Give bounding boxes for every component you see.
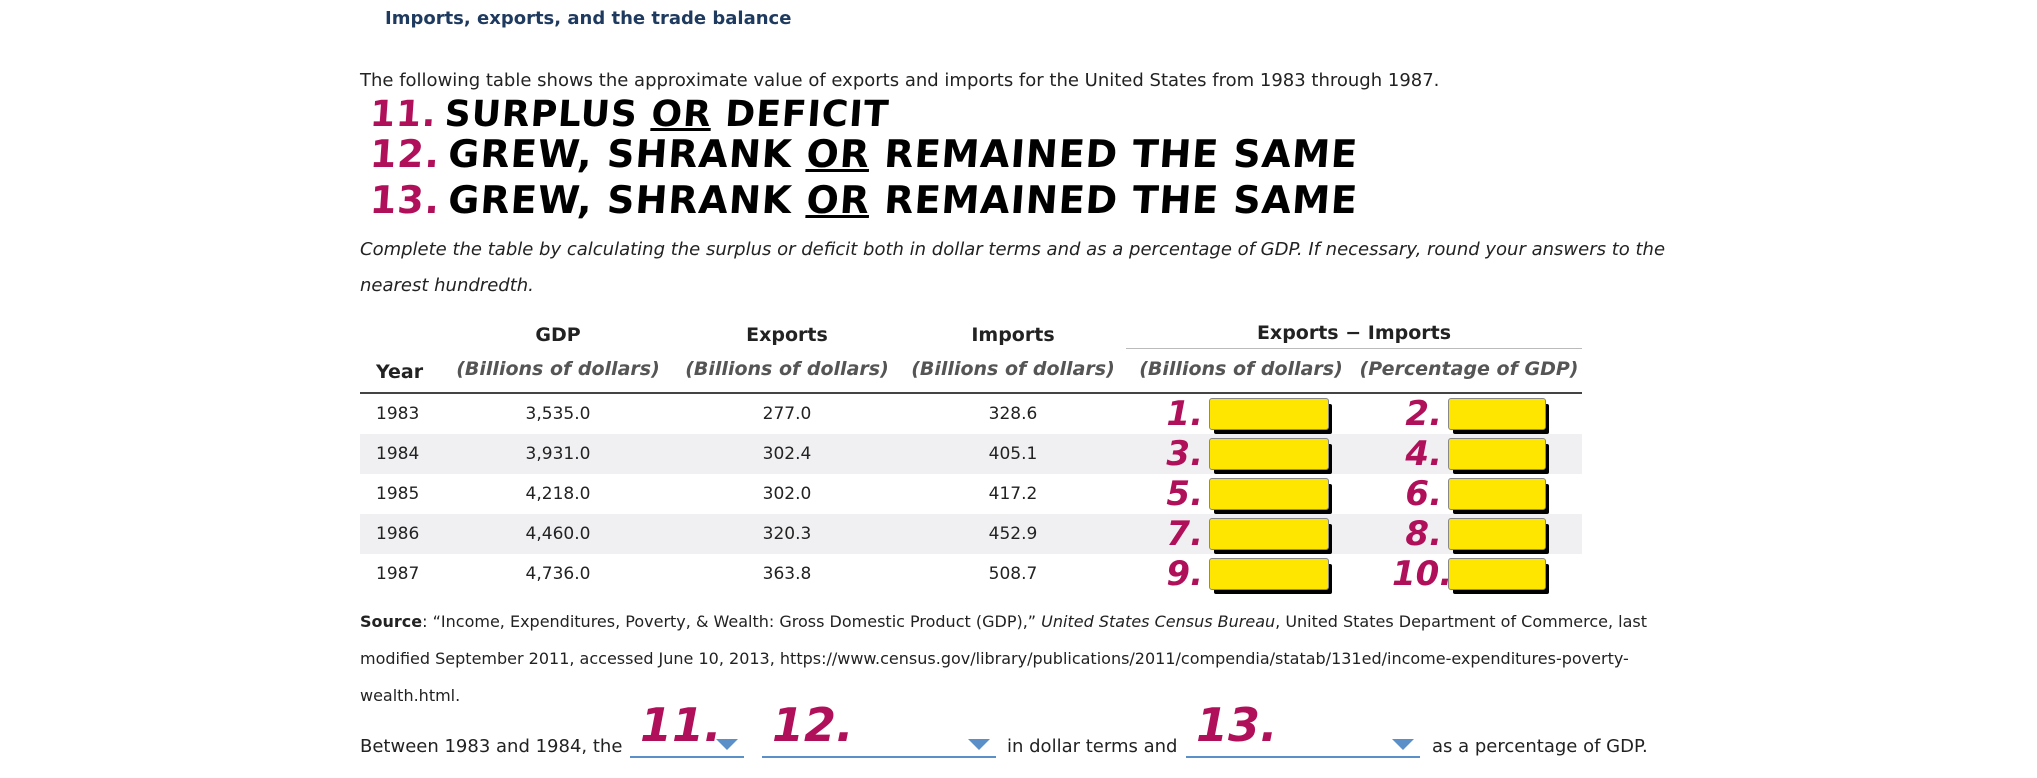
source-citation: Source: “Income, Expenditures, Poverty, … (360, 612, 1648, 705)
cell-year: 1984 (360, 434, 442, 474)
col-header-balance: Exports − Imports (1126, 322, 1582, 349)
table-row: 1987 4,736.0 363.8 508.7 9. 10. (360, 554, 1582, 594)
cell-exports: 302.0 (762, 484, 812, 504)
cell-imports: 508.7 (988, 564, 1038, 584)
cell-imports: 328.6 (988, 404, 1038, 424)
cell-year: 1985 (376, 484, 420, 504)
cell-year: 1983 (376, 404, 420, 424)
col-header-exports: Exports (746, 324, 828, 346)
cell-gdp: 3,535.0 (525, 404, 591, 424)
cell-year: 1986 (360, 514, 442, 554)
answer-input-percent[interactable] (1448, 478, 1546, 510)
cell-gdp: 4,460.0 (442, 514, 674, 554)
question-text-1: Between 1983 and 1984, the (360, 736, 623, 757)
col-header-year: Year (376, 361, 424, 383)
answer-input-billions[interactable] (1209, 438, 1329, 470)
table-row: 1983 3,535.0 277.0 328.6 1. 2. (360, 393, 1582, 434)
answer-input-percent[interactable] (1448, 518, 1546, 550)
col-header-gdp: GDP (535, 324, 581, 346)
dropdown-13[interactable]: 13. (1186, 698, 1420, 758)
answer-input-billions[interactable] (1209, 398, 1329, 430)
cell-gdp: 3,931.0 (442, 434, 674, 474)
answer-marker: 6. (1405, 474, 1442, 514)
cell-gdp: 4,736.0 (525, 564, 591, 584)
col-header-imports: Imports (971, 324, 1055, 346)
question-text-2: in dollar terms and (1007, 736, 1178, 757)
chevron-down-icon (1392, 739, 1414, 750)
unit-label: (Billions of dollars) (685, 358, 889, 380)
cell-imports: 452.9 (900, 514, 1126, 554)
instructions: Complete the table by calculating the su… (360, 239, 1666, 296)
cell-imports: 417.2 (988, 484, 1038, 504)
handwritten-note-11: 11. SURPLUS OR DEFICIT (368, 94, 891, 135)
cell-gdp: 4,218.0 (525, 484, 591, 504)
table-row: 1986 4,460.0 320.3 452.9 7. 8. (360, 514, 1582, 554)
dropdown-12[interactable]: 12. (762, 698, 996, 758)
handwritten-note-13: 13. GREW, SHRANK OR REMAINED THE SAME (368, 178, 1360, 222)
page-title: Imports, exports, and the trade balance (385, 8, 792, 29)
table-row: 1985 4,218.0 302.0 417.2 5. 6. (360, 474, 1582, 514)
chevron-down-icon (716, 739, 738, 750)
answer-marker: 1. (1166, 394, 1203, 434)
answer-marker: 9. (1166, 554, 1203, 594)
answer-marker: 3. (1166, 434, 1203, 474)
answer-input-billions[interactable] (1209, 558, 1329, 590)
answer-input-billions[interactable] (1209, 518, 1329, 550)
answer-marker: 10. (1392, 554, 1453, 594)
chevron-down-icon (968, 739, 990, 750)
answer-input-percent[interactable] (1448, 558, 1546, 590)
cell-year: 1987 (376, 564, 420, 584)
unit-label-percent: (Percentage of GDP) (1359, 358, 1579, 380)
cell-imports: 405.1 (900, 434, 1126, 474)
unit-label: (Billions of dollars) (911, 358, 1115, 380)
answer-input-percent[interactable] (1448, 398, 1546, 430)
answer-input-percent[interactable] (1448, 438, 1546, 470)
answer-marker: 8. (1405, 514, 1442, 554)
question-text-3: as a percentage of GDP. (1432, 736, 1648, 757)
cell-exports: 363.8 (762, 564, 812, 584)
answer-marker: 5. (1166, 474, 1203, 514)
unit-label: (Billions of dollars) (456, 358, 660, 380)
unit-label: (Billions of dollars) (1139, 358, 1343, 380)
cell-exports: 302.4 (674, 434, 900, 474)
answer-input-billions[interactable] (1209, 478, 1329, 510)
answer-marker: 7. (1166, 514, 1203, 554)
answer-marker: 4. (1405, 434, 1442, 474)
cell-exports: 320.3 (674, 514, 900, 554)
dropdown-11[interactable]: 11. (630, 698, 744, 758)
intro-text: The following table shows the approximat… (360, 70, 1440, 91)
trade-table: GDP Exports Imports Exports − Imports Ye… (360, 318, 1582, 594)
handwritten-note-12: 12. GREW, SHRANK OR REMAINED THE SAME (368, 132, 1360, 176)
cell-exports: 277.0 (762, 404, 812, 424)
table-row: 1984 3,931.0 302.4 405.1 3. 4. (360, 434, 1582, 474)
answer-marker: 2. (1405, 394, 1442, 434)
